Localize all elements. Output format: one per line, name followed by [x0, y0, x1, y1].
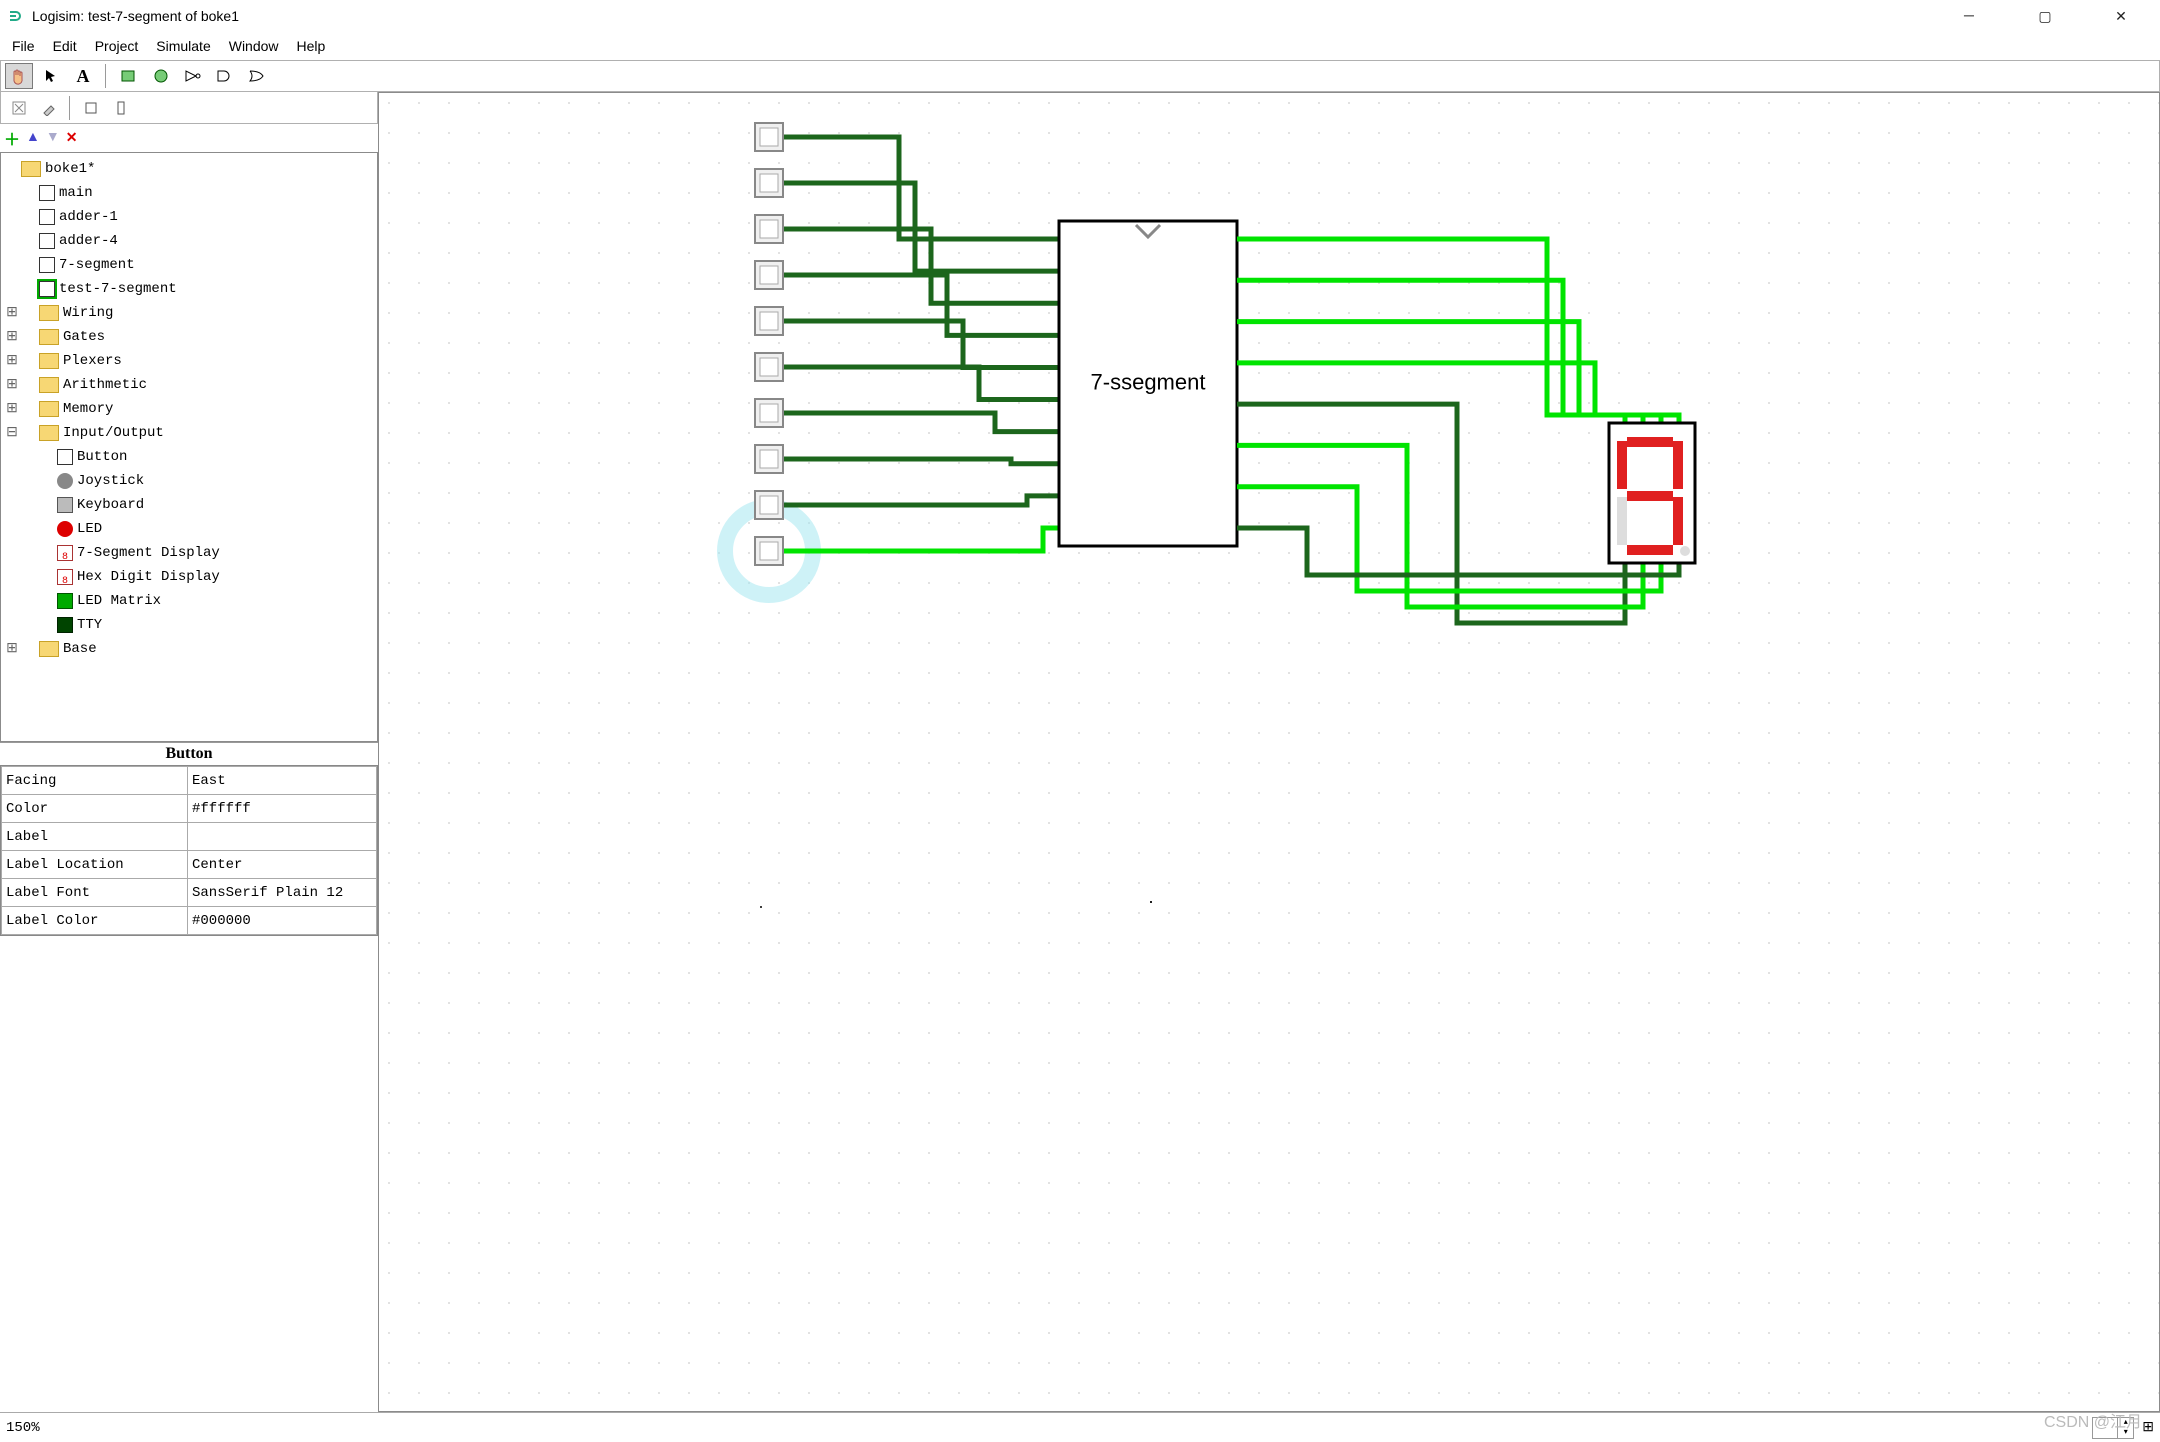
- folder-icon: [39, 401, 59, 417]
- circuit-icon: [39, 281, 55, 297]
- tree-circuit[interactable]: adder-4: [59, 229, 118, 253]
- menu-help[interactable]: Help: [289, 36, 334, 56]
- delete-icon[interactable]: ✕: [66, 130, 78, 147]
- up-icon[interactable]: ▲: [26, 130, 40, 146]
- tree-lib[interactable]: Plexers: [63, 349, 122, 373]
- text-tool-button[interactable]: A: [69, 63, 97, 89]
- menu-edit[interactable]: Edit: [45, 36, 85, 56]
- tree-io-item[interactable]: Button: [77, 445, 127, 469]
- tree-toolbar: ＋ ▲ ▼ ✕: [0, 124, 378, 152]
- prop-key: Label Color: [2, 907, 188, 935]
- folder-icon: [39, 305, 59, 321]
- folder-icon: [39, 377, 59, 393]
- or-gate-icon: [247, 68, 267, 84]
- maximize-button[interactable]: ▢: [2022, 6, 2068, 28]
- or-gate-button[interactable]: [243, 63, 271, 89]
- tree-io-item[interactable]: 7-Segment Display: [77, 541, 220, 565]
- prop-value[interactable]: East: [188, 767, 377, 795]
- poke-tool-button[interactable]: [5, 63, 33, 89]
- tool-3[interactable]: [77, 95, 105, 121]
- prop-key: Label Font: [2, 879, 188, 907]
- tool-4[interactable]: [107, 95, 135, 121]
- output-pin-button[interactable]: [147, 63, 175, 89]
- not-gate-icon: [183, 68, 203, 84]
- circuit-icon: [39, 185, 55, 201]
- tree-io[interactable]: Input/Output: [63, 421, 164, 445]
- and-gate-icon: [215, 68, 235, 84]
- input-pin-icon: [120, 67, 138, 85]
- folder-icon: [39, 425, 59, 441]
- select-tool-button[interactable]: [37, 63, 65, 89]
- tree-circuit[interactable]: main: [59, 181, 93, 205]
- tree-io-item[interactable]: Keyboard: [77, 493, 144, 517]
- zoom-label: 150%: [6, 1420, 40, 1436]
- properties-title: Button: [0, 742, 378, 765]
- properties-table: FacingEastColor#ffffffLabelLabel Locatio…: [0, 765, 378, 936]
- folder-icon: [39, 329, 59, 345]
- circuit-icon: [39, 257, 55, 273]
- menu-project[interactable]: Project: [87, 36, 147, 56]
- tree-base[interactable]: Base: [63, 637, 97, 661]
- tree-lib[interactable]: Memory: [63, 397, 113, 421]
- tree-circuit[interactable]: test-7-segment: [59, 277, 177, 301]
- arrow-icon: [43, 68, 59, 84]
- text-a-icon: A: [77, 66, 90, 87]
- output-pin-icon: [152, 67, 170, 85]
- tree-io-item[interactable]: LED: [77, 517, 102, 541]
- close-button[interactable]: ✕: [2098, 6, 2144, 28]
- minimize-button[interactable]: ─: [1946, 6, 1992, 28]
- secondary-toolbar: [0, 92, 378, 124]
- titlebar: Logisim: test-7-segment of boke1: [0, 0, 2160, 32]
- prop-value[interactable]: #ffffff: [188, 795, 377, 823]
- tree-circuit[interactable]: adder-1: [59, 205, 118, 229]
- circuit-icon: [39, 233, 55, 249]
- left-panel: ＋ ▲ ▼ ✕ boke1* mainadder-1adder-47-segme…: [0, 92, 378, 1412]
- prop-key: Label Location: [2, 851, 188, 879]
- project-tree[interactable]: boke1* mainadder-1adder-47-segmenttest-7…: [0, 152, 378, 742]
- prop-value[interactable]: SansSerif Plain 12: [188, 879, 377, 907]
- watermark: CSDN @江月: [2044, 1408, 2142, 1432]
- tree-project[interactable]: boke1*: [45, 157, 95, 181]
- tree-io-item[interactable]: LED Matrix: [77, 589, 161, 613]
- menu-window[interactable]: Window: [221, 36, 287, 56]
- prop-value[interactable]: #000000: [188, 907, 377, 935]
- prop-value[interactable]: Center: [188, 851, 377, 879]
- prop-key: Facing: [2, 767, 188, 795]
- tree-lib[interactable]: Gates: [63, 325, 105, 349]
- prop-key: Color: [2, 795, 188, 823]
- tree-lib[interactable]: Arithmetic: [63, 373, 147, 397]
- not-gate-button[interactable]: [179, 63, 207, 89]
- tree-circuit[interactable]: 7-segment: [59, 253, 135, 277]
- toolbar: A: [0, 60, 2160, 92]
- tree-lib[interactable]: Wiring: [63, 301, 113, 325]
- app-logo-icon: [8, 8, 24, 24]
- tool-1[interactable]: [5, 95, 33, 121]
- window-title: Logisim: test-7-segment of boke1: [32, 8, 2152, 24]
- input-pin-button[interactable]: [115, 63, 143, 89]
- circuit-icon: [39, 209, 55, 225]
- prop-key: Label: [2, 823, 188, 851]
- tree-io-item[interactable]: Joystick: [77, 469, 144, 493]
- tree-io-item[interactable]: TTY: [77, 613, 102, 637]
- menu-simulate[interactable]: Simulate: [148, 36, 218, 56]
- menubar: File Edit Project Simulate Window Help: [0, 32, 2160, 60]
- down-icon[interactable]: ▼: [46, 130, 60, 146]
- and-gate-button[interactable]: [211, 63, 239, 89]
- folder-icon: [21, 161, 41, 177]
- prop-value[interactable]: [188, 823, 377, 851]
- add-icon[interactable]: ＋: [4, 126, 20, 150]
- folder-icon: [39, 353, 59, 369]
- menu-file[interactable]: File: [4, 36, 43, 56]
- status-bar: 150% ▴▾ ⊞: [0, 1412, 2160, 1442]
- tree-io-item[interactable]: Hex Digit Display: [77, 565, 220, 589]
- circuit-canvas[interactable]: 7-ssegment: [378, 92, 2160, 1412]
- tool-2[interactable]: [35, 95, 63, 121]
- subcircuit-label: 7-ssegment: [1091, 370, 1206, 395]
- window-controls: ─ ▢ ✕: [1946, 6, 2144, 28]
- folder-icon: [39, 641, 59, 657]
- hand-icon: [10, 67, 28, 85]
